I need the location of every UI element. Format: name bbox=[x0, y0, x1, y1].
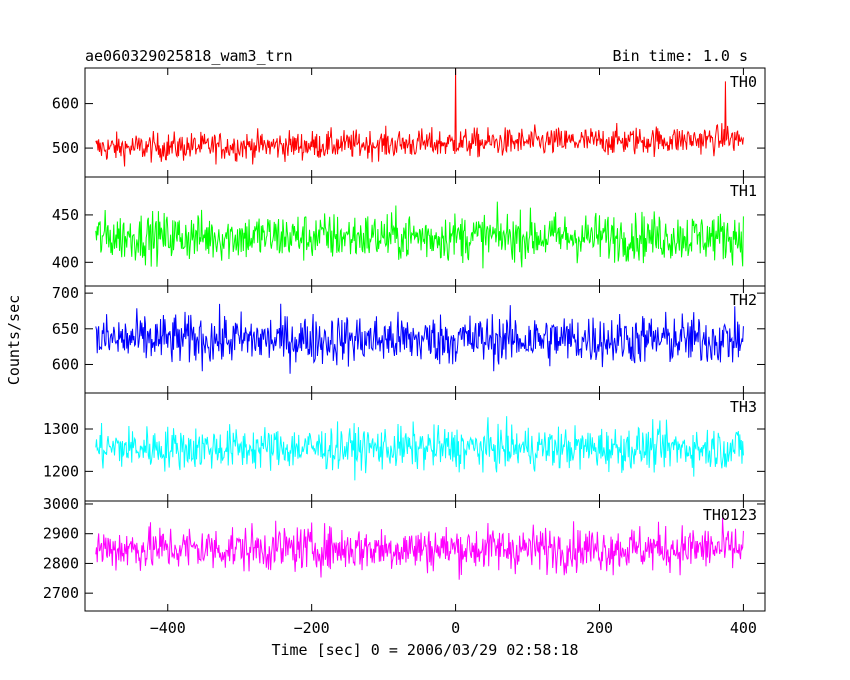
panel-label: TH0 bbox=[730, 73, 757, 91]
y-tick-label: 2700 bbox=[43, 584, 79, 602]
panel-th2: 600 650 700 TH2 bbox=[52, 284, 766, 394]
panel-th0123: 2700 2800 2900 3000 TH0123 bbox=[43, 495, 766, 612]
x-tick-label: 400 bbox=[730, 619, 757, 637]
y-tick-label: 3000 bbox=[43, 495, 79, 513]
y-tick-label: 500 bbox=[52, 139, 79, 157]
x-tick-label: −400 bbox=[150, 619, 186, 637]
chart-title: ae060329025818_wam3_trn bbox=[85, 47, 293, 65]
x-tick-label: 200 bbox=[586, 619, 613, 637]
panel-label: TH0123 bbox=[703, 506, 757, 524]
x-axis: −400 −200 0 200 400 bbox=[150, 619, 757, 637]
y-tick-label: 700 bbox=[52, 284, 79, 302]
panel-label: TH1 bbox=[730, 182, 757, 200]
panel-th0: 500 600 TH0 bbox=[52, 67, 766, 178]
series-line-th1 bbox=[95, 201, 744, 269]
panel-th3: 1200 1300 TH3 bbox=[43, 392, 766, 502]
x-tick-label: 0 bbox=[451, 619, 460, 637]
bin-time-label: Bin time: 1.0 s bbox=[613, 47, 748, 65]
series-line-th0 bbox=[95, 68, 744, 167]
panel-label: TH2 bbox=[730, 291, 757, 309]
y-tick-label: 650 bbox=[52, 320, 79, 338]
x-tick-label: −200 bbox=[294, 619, 330, 637]
series-line-th3 bbox=[95, 416, 744, 481]
y-tick-label: 600 bbox=[52, 95, 79, 113]
y-tick-label: 2800 bbox=[43, 554, 79, 572]
panel-frame bbox=[84, 500, 766, 612]
series-line-th2 bbox=[95, 303, 744, 374]
y-tick-label: 400 bbox=[52, 253, 79, 271]
y-tick-label: 2900 bbox=[43, 525, 79, 543]
panel-th1: 400 450 TH1 bbox=[52, 176, 766, 287]
y-tick-label: 1300 bbox=[43, 420, 79, 438]
panel-frame bbox=[84, 392, 766, 502]
y-tick-label: 600 bbox=[52, 355, 79, 373]
x-axis-label: Time [sec] 0 = 2006/03/29 02:58:18 bbox=[271, 641, 578, 659]
y-axis-label: Counts/sec bbox=[5, 295, 23, 385]
panel-frame bbox=[84, 285, 766, 394]
y-tick-label: 1200 bbox=[43, 462, 79, 480]
panels-group: 500 600 TH0 400 450 TH1 600 650 700 TH2 1200 1300 TH… bbox=[43, 67, 766, 612]
panel-label: TH3 bbox=[730, 398, 757, 416]
panel-frame bbox=[84, 67, 766, 178]
y-tick-label: 450 bbox=[52, 206, 79, 224]
series-line-th0123 bbox=[95, 517, 744, 580]
